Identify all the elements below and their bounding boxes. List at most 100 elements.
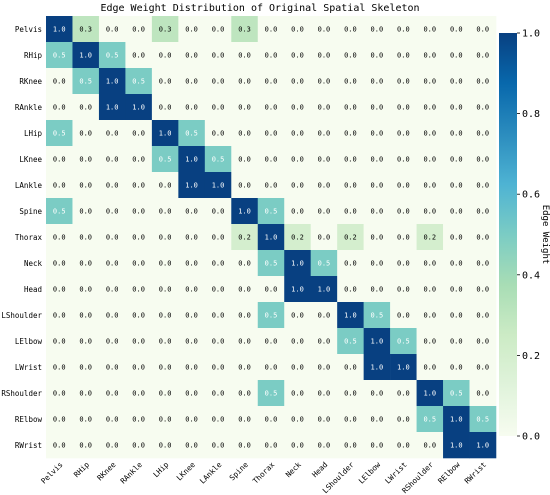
cell-value-label: 0.0 xyxy=(159,234,172,242)
column-tick-label: RHip xyxy=(72,460,91,479)
column-tick-label: RElbow xyxy=(436,460,462,486)
heatmap-cell xyxy=(310,120,338,147)
cell-value-label: 0.0 xyxy=(132,338,145,346)
cell-value-label: 0.0 xyxy=(132,234,145,242)
cell-value-label: 0.0 xyxy=(106,364,119,372)
row-tick-label: Thorax xyxy=(15,233,43,242)
cell-value-label: 0.5 xyxy=(53,208,66,216)
cell-value-label: 0.0 xyxy=(53,390,66,398)
cell-value-label: 0.0 xyxy=(397,416,410,424)
cell-value-label: 0.0 xyxy=(53,442,66,450)
row-labels: Pelvis RHip RKnee RAnkle LHip LKnee LAnkle Spin… xyxy=(1,25,42,450)
heatmap-cell xyxy=(363,120,391,147)
cell-value-label: 0.0 xyxy=(132,182,145,190)
heatmap-cell xyxy=(337,380,364,407)
heatmap-cell xyxy=(443,16,470,43)
heatmap-cell xyxy=(98,328,126,355)
cell-value-label: 0.0 xyxy=(291,312,304,320)
cell-value-label: 0.0 xyxy=(423,130,436,138)
cell-value-label: 0.0 xyxy=(450,130,463,138)
cell-value-label: 0.0 xyxy=(397,442,410,450)
heatmap-cell xyxy=(46,276,73,303)
cell-value-label: 1.0 xyxy=(291,260,304,268)
heatmap-cell xyxy=(46,432,73,459)
cell-value-label: 0.0 xyxy=(212,26,225,34)
heatmap-cell xyxy=(46,198,73,225)
heatmap-cell xyxy=(257,328,285,355)
heatmap-cell xyxy=(204,198,232,225)
cell-value-label: 0.0 xyxy=(476,182,489,190)
cell-value-label: 0.0 xyxy=(238,130,251,138)
cell-value-label: 0.0 xyxy=(79,208,92,216)
heatmap-cell xyxy=(46,16,73,43)
cell-value-label: 0.0 xyxy=(265,156,278,164)
heatmap-cell xyxy=(416,172,444,199)
cell-value-label: 1.0 xyxy=(106,104,119,112)
cell-value-label: 0.0 xyxy=(423,208,436,216)
cell-value-label: 0.0 xyxy=(106,208,119,216)
heatmap-cell xyxy=(46,94,73,121)
row-tick-label: Pelvis xyxy=(15,25,42,34)
cell-value-label: 0.0 xyxy=(212,286,225,294)
heatmap-cell xyxy=(469,276,497,303)
cell-value-label: 0.0 xyxy=(159,52,172,60)
cell-value-label: 0.0 xyxy=(371,260,384,268)
heatmap-cell xyxy=(125,120,153,147)
heatmap-cell xyxy=(363,68,391,95)
colorbar-ticks: 0.0 0.2 0.4 0.6 0.8 1.0 xyxy=(517,29,540,443)
heatmap-cell xyxy=(151,432,179,459)
heatmap-cell xyxy=(46,146,73,173)
heatmap-cell xyxy=(231,302,259,329)
heatmap-cell xyxy=(390,354,417,381)
heatmap-cell xyxy=(178,224,206,251)
heatmap-cell xyxy=(284,432,311,459)
heatmap-cell xyxy=(231,250,259,277)
cell-value-label: 0.0 xyxy=(79,286,92,294)
heatmap-cell xyxy=(98,276,126,303)
cell-value-label: 1.0 xyxy=(476,442,489,450)
column-tick-label: Pelvis xyxy=(39,460,65,486)
cell-value-label: 0.0 xyxy=(476,78,489,86)
heatmap-cell xyxy=(337,276,364,303)
heatmap-cell xyxy=(98,198,126,225)
heatmap-cell xyxy=(204,146,232,173)
heatmap-cell xyxy=(257,146,285,173)
cell-value-label: 0.0 xyxy=(132,260,145,268)
heatmap-cell xyxy=(231,42,259,69)
heatmap-cell xyxy=(416,250,444,277)
cell-value-label: 0.0 xyxy=(397,52,410,60)
cell-value-label: 0.0 xyxy=(265,364,278,372)
cell-value-label: 0.0 xyxy=(238,182,251,190)
heatmap-cell xyxy=(98,16,126,43)
heatmap-cell xyxy=(231,276,259,303)
heatmap-cell xyxy=(443,380,470,407)
cell-value-label: 0.0 xyxy=(79,130,92,138)
heatmap-cell xyxy=(416,302,444,329)
heatmap-cell xyxy=(469,250,497,277)
cell-value-label: 1.0 xyxy=(53,26,66,34)
heatmap-cell xyxy=(178,406,206,433)
heatmap-cell xyxy=(46,250,73,277)
cell-value-label: 0.0 xyxy=(265,416,278,424)
heatmap-cell xyxy=(310,42,338,69)
heatmap-cell xyxy=(443,276,470,303)
heatmap-cell xyxy=(98,146,126,173)
cell-value-label: 0.0 xyxy=(371,208,384,216)
heatmap-cell xyxy=(178,276,206,303)
heatmap-cell xyxy=(204,120,232,147)
cell-value-label: 0.0 xyxy=(371,156,384,164)
cell-value-label: 0.5 xyxy=(265,208,278,216)
heatmap-cell xyxy=(151,42,179,69)
heatmap-cell xyxy=(204,276,232,303)
cell-value-label: 1.0 xyxy=(423,390,436,398)
column-tick-label: LWrist xyxy=(383,460,409,486)
heatmap-cell xyxy=(390,68,417,95)
heatmap-cell xyxy=(178,432,206,459)
cell-value-label: 0.0 xyxy=(79,338,92,346)
heatmap-cell xyxy=(231,432,259,459)
heatmap-cell xyxy=(98,42,126,69)
cell-value-label: 1.0 xyxy=(79,52,92,60)
heatmap-cell xyxy=(257,42,285,69)
heatmap-cell xyxy=(363,172,391,199)
cell-value-label: 0.0 xyxy=(476,52,489,60)
